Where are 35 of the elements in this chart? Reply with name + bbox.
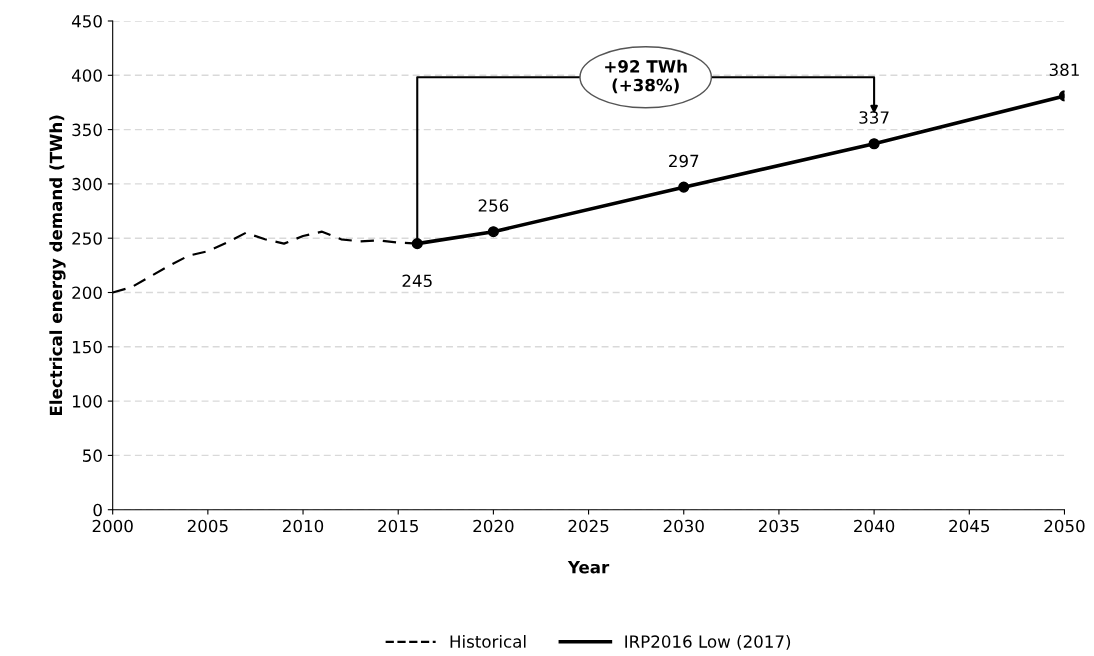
x-tick-label: 2000 (92, 519, 133, 533)
x-tick-label: 2035 (758, 519, 799, 533)
x-tick-label: 2020 (473, 519, 514, 533)
point (868, 138, 880, 150)
y-tick-label: 450 (71, 14, 102, 28)
y-tick-label: 150 (72, 340, 102, 354)
point (678, 181, 690, 193)
x-tick-label: 2040 (854, 519, 895, 533)
data-label: 297 (669, 154, 699, 168)
y-tick-label: 0 (93, 503, 102, 517)
legend-label: IRP2016 Low (2017) (625, 634, 791, 650)
annotation: +92 TWh (+38%) (605, 59, 687, 94)
y-axis-title: Electrical energy demand (TWh) (49, 115, 66, 416)
data-label: 337 (859, 111, 889, 124)
point (487, 226, 499, 238)
point (411, 238, 423, 250)
y-tick-label: 100 (72, 395, 102, 408)
y-tick-label: 350 (72, 123, 102, 137)
x-tick-label: 2050 (1044, 519, 1085, 533)
data-label: 256 (478, 199, 509, 212)
y-tick-label: 50 (83, 449, 102, 462)
y-tick-label: 250 (72, 232, 102, 245)
x-tick-label: 2005 (187, 519, 228, 533)
data-label: 245 (402, 274, 432, 288)
y-tick-label: 300 (72, 177, 102, 191)
x-tick-label: 2045 (949, 519, 990, 533)
x-tick-label: 2015 (378, 519, 418, 533)
data-label: 381 (1049, 63, 1079, 77)
x-axis-title: Year (567, 561, 610, 574)
legend-label: Historical (450, 634, 526, 648)
x-tick-label: 2010 (283, 519, 324, 533)
y-tick-label: 200 (72, 286, 102, 300)
y-tick-label: 400 (71, 69, 102, 82)
x-tick-label: 2030 (663, 519, 704, 533)
x-tick-label: 2025 (568, 519, 609, 533)
